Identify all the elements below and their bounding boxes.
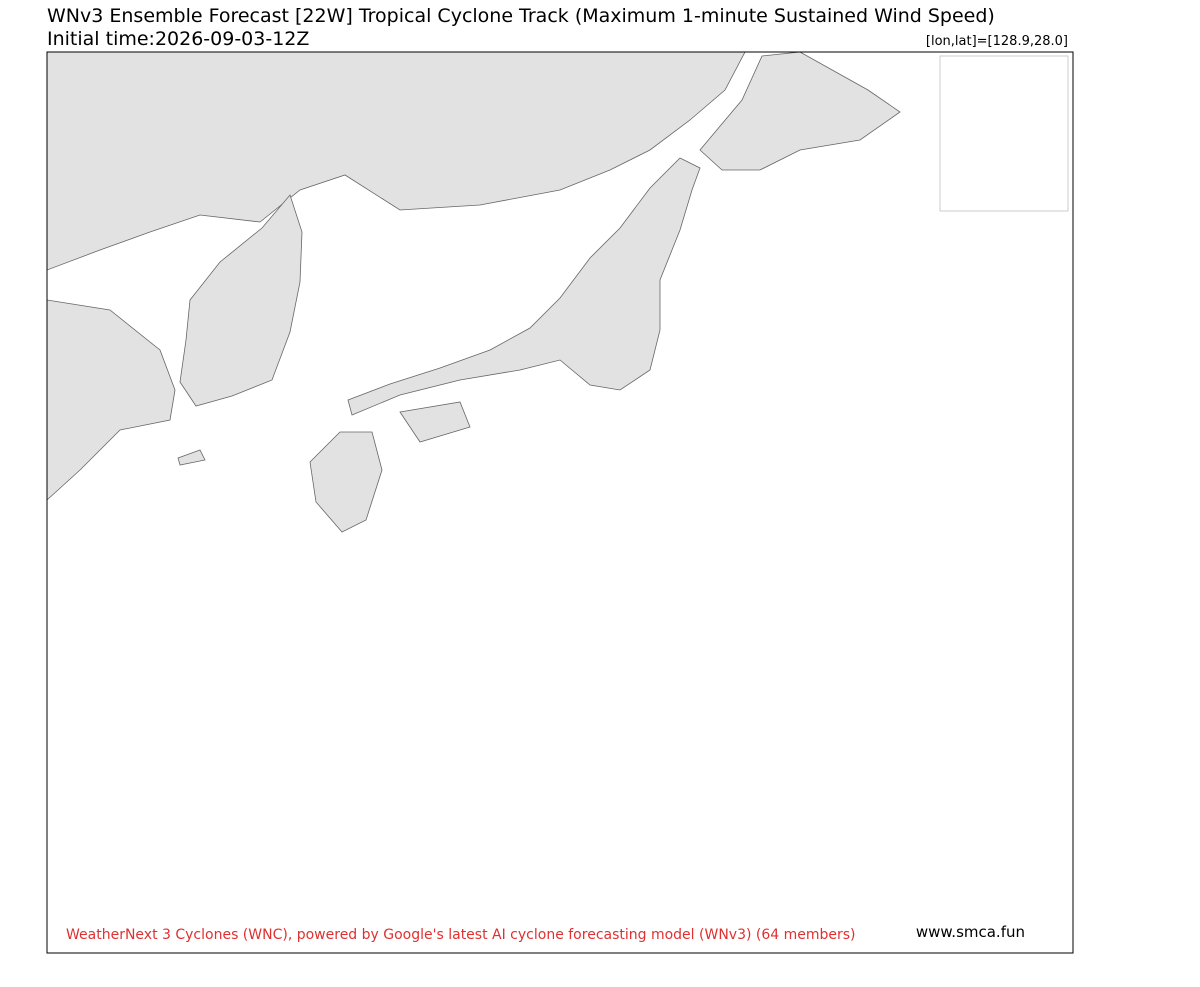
land bbox=[47, 52, 901, 533]
legend-box bbox=[939, 55, 1069, 212]
position: [lon,lat]=[128.9,28.0] bbox=[926, 34, 1068, 49]
subtitle: Initial time:2026-09-03-12Z bbox=[47, 28, 309, 50]
title: WNv3 Ensemble Forecast [22W] Tropical Cy… bbox=[47, 5, 995, 27]
map-frame bbox=[46, 51, 1074, 954]
site: www.smca.fun bbox=[916, 923, 1025, 941]
footer: WeatherNext 3 Cyclones (WNC), powered by… bbox=[66, 927, 856, 943]
